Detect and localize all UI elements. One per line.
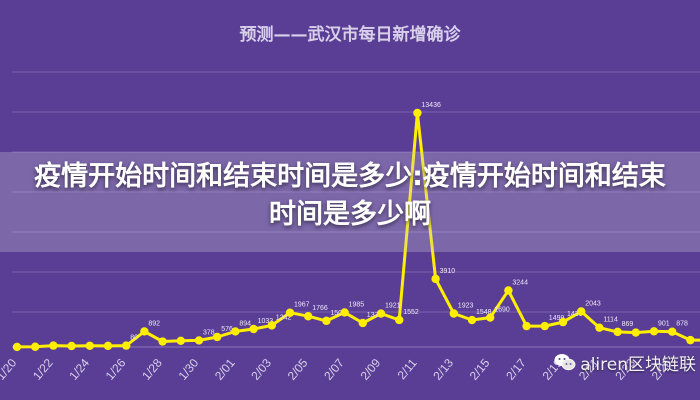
data-label: 1967	[294, 302, 310, 309]
x-tick-label: 2/11	[395, 356, 420, 382]
data-point	[376, 309, 386, 318]
data-label: 1242	[276, 314, 292, 321]
chart-title: 预测——武汉市每日新增确诊	[239, 25, 461, 45]
data-point	[140, 327, 149, 336]
data-point	[613, 327, 622, 337]
data-label: 1033	[258, 318, 274, 325]
data-point	[158, 337, 167, 346]
x-tick-label: 2/03	[248, 356, 274, 383]
x-tick-label: 2/13	[430, 356, 456, 383]
data-label: 869	[622, 321, 634, 328]
x-tick-label: 2/05	[285, 356, 311, 383]
banner-text: 疫情开始时间和结束时间是多少:疫情开始时间和结束时间是多少啊	[34, 161, 666, 230]
data-point	[504, 286, 513, 295]
data-label: 1379	[367, 312, 383, 319]
watermark: aliren区块链联	[554, 350, 696, 375]
data-label: 1552	[403, 309, 419, 316]
data-label: 1985	[349, 301, 365, 308]
x-tick-label: 2/07	[321, 356, 347, 383]
data-point	[649, 327, 659, 336]
data-label: 892	[148, 320, 160, 327]
data-label: 1430	[567, 311, 583, 318]
data-point	[103, 341, 113, 351]
data-point	[467, 315, 477, 325]
data-label: 1766	[312, 305, 328, 312]
data-label: 1114	[603, 317, 618, 324]
x-tick-label: 1/24	[66, 356, 92, 383]
data-label: 80	[130, 335, 138, 342]
x-tick-label: 2/09	[358, 356, 384, 383]
data-point	[668, 327, 677, 336]
data-label: 576	[221, 326, 233, 333]
watermark-text: aliren区块链联	[580, 354, 696, 375]
data-label: 13436	[421, 102, 441, 109]
data-point	[12, 342, 22, 352]
data-label: 378	[203, 329, 215, 336]
data-label: 1923	[458, 303, 474, 310]
data-point	[358, 318, 367, 328]
overlay-banner	[0, 152, 700, 252]
data-point	[322, 316, 331, 326]
x-tick-label: 1/26	[103, 356, 129, 383]
data-label: 1501	[330, 310, 346, 317]
data-point	[231, 327, 240, 336]
data-point	[522, 321, 531, 331]
data-point	[31, 342, 40, 351]
data-point	[595, 323, 604, 332]
data-point	[67, 341, 76, 351]
data-point	[577, 307, 586, 316]
data-point	[449, 309, 458, 318]
data-point	[540, 321, 549, 331]
gridlines	[12, 71, 700, 348]
data-point	[558, 317, 568, 327]
data-point	[431, 274, 440, 284]
x-tick-label: 2/17	[503, 356, 529, 383]
data-point	[213, 332, 222, 342]
x-tick-label: 1/22	[30, 356, 56, 383]
data-label: 3244	[512, 280, 528, 287]
x-tick-label: 2/01	[212, 356, 238, 383]
data-point	[194, 336, 204, 345]
data-point	[486, 313, 495, 322]
data-point	[631, 328, 640, 337]
x-tick-label: 2/15	[467, 356, 493, 383]
data-label: 1921	[385, 303, 401, 310]
data-point	[395, 315, 404, 325]
data-point	[176, 336, 185, 345]
data-label: 1548	[476, 309, 492, 316]
data-label: 1499	[549, 315, 565, 322]
data-point	[122, 341, 131, 350]
data-label: 2043	[585, 300, 601, 307]
data-point	[285, 308, 295, 317]
data-point	[85, 341, 95, 350]
data-point	[267, 321, 276, 330]
data-point	[413, 108, 422, 118]
x-tick-label: 1/20	[0, 356, 20, 383]
data-label: 901	[658, 320, 670, 327]
data-point	[249, 324, 258, 334]
data-label: 878	[676, 321, 688, 328]
wechat-icon	[554, 354, 576, 371]
data-point	[304, 312, 313, 321]
data-label: 1690	[494, 307, 510, 314]
x-tick-label: 1/30	[176, 356, 202, 383]
data-point	[340, 308, 349, 317]
data-point	[49, 341, 58, 350]
x-tick-label: 1/28	[139, 356, 165, 383]
data-point	[686, 335, 695, 345]
data-label: 894	[239, 320, 251, 327]
data-label: 3910	[440, 268, 456, 275]
